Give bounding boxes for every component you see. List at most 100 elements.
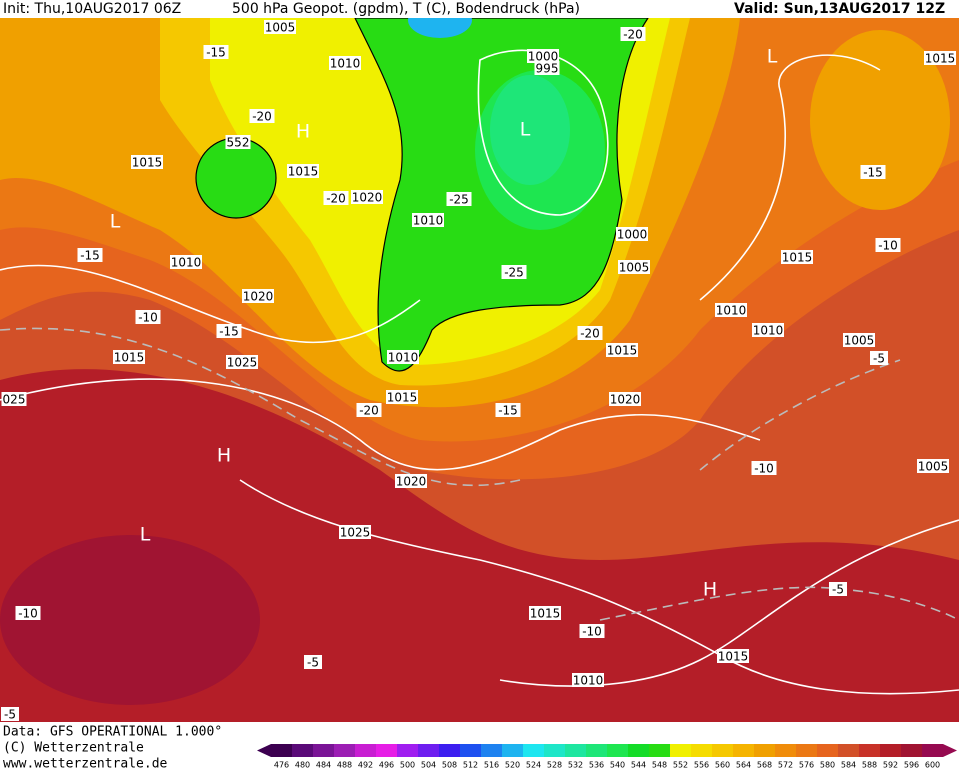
colorbar-label: 560: [715, 761, 730, 770]
label-box: [15, 606, 41, 620]
colorbar-label: 484: [316, 761, 331, 770]
colorbar-label: 536: [589, 761, 604, 770]
contour-label: 025: [3, 393, 26, 407]
colorbar-label: 524: [526, 761, 541, 770]
contour-label: -5: [307, 656, 319, 670]
contour-label: 1015: [114, 351, 145, 365]
label-box: [618, 260, 650, 274]
contour-label: 1010: [413, 214, 444, 228]
contour-label: 1015: [132, 156, 163, 170]
colorbar-cell: [817, 744, 838, 757]
contour-label: -10: [878, 239, 898, 253]
label-box: [387, 350, 419, 364]
contour-label: 1020: [352, 191, 383, 205]
contour-label: -5: [832, 583, 844, 597]
label-box: [577, 326, 603, 340]
colorbar-label: 528: [547, 761, 562, 770]
isobar: [499, 519, 959, 687]
colorbar-cell: [271, 744, 292, 757]
contour-label: -10: [754, 462, 774, 476]
colorbar-cell: [859, 744, 880, 757]
label-box: [534, 61, 560, 75]
contour-label: 1020: [610, 393, 641, 407]
colorbar-cell: [355, 744, 376, 757]
contour-label: -15: [219, 325, 239, 339]
label-box: [170, 255, 202, 269]
colorbar-label: 512: [463, 761, 478, 770]
field-ne-light: [810, 30, 950, 210]
colorbar-label: 532: [568, 761, 583, 770]
contour-label: -20: [580, 327, 600, 341]
contour-label: 1005: [844, 334, 875, 348]
colorbar-label: 496: [379, 761, 394, 770]
label-box: [495, 403, 521, 417]
label-box: [264, 20, 296, 34]
colorbar-label: 480: [295, 761, 310, 770]
label-box: [924, 51, 956, 65]
contour-label: -10: [138, 311, 158, 325]
contour-label: -5: [873, 352, 885, 366]
pressure-center: H: [217, 445, 231, 467]
contour-label: -15: [498, 404, 518, 418]
colorbar-cell: [460, 744, 481, 757]
contour-label: -20: [623, 28, 643, 42]
label-box: [386, 390, 418, 404]
contour-label: 1015: [607, 344, 638, 358]
isotherm: [0, 327, 521, 487]
contour-label: 1005: [619, 261, 650, 275]
label-box: [616, 227, 648, 241]
contour-label: 995: [536, 62, 559, 76]
colorbar-cell: [901, 744, 922, 757]
contour-label: 1005: [918, 460, 949, 474]
colorbar-label: 492: [358, 761, 373, 770]
label-box: [287, 164, 319, 178]
contour-label: 1015: [530, 607, 561, 621]
label-box: [620, 27, 646, 41]
label-box: [606, 343, 638, 357]
copyright: (C) Wetterzentrale: [3, 741, 144, 756]
label-box: [781, 250, 813, 264]
contour-label: 1020: [243, 290, 274, 304]
contour-label: 1025: [340, 526, 371, 540]
colorbar-label: 596: [904, 761, 919, 770]
label-box: [501, 265, 527, 279]
init-time: Init: Thu,10AUG2017 06Z: [3, 1, 181, 17]
colorbar-label: 540: [610, 761, 625, 770]
contour-label: 1010: [330, 57, 361, 71]
contour-label: 1010: [573, 674, 604, 688]
colorbar-cell: [712, 744, 733, 757]
colorbar-label: 572: [778, 761, 793, 770]
label-box: [527, 49, 559, 63]
contour-label: 1000: [528, 50, 559, 64]
contour-label: -10: [18, 607, 38, 621]
isobar: [0, 264, 421, 344]
colorbar-cell: [502, 744, 523, 757]
label-box: [339, 525, 371, 539]
contour-label: 1015: [387, 391, 418, 405]
data-source: Data: GFS OPERATIONAL 1.000°: [3, 725, 222, 740]
contour-label: -10: [582, 625, 602, 639]
pressure-center: L: [140, 524, 151, 546]
contour-label: -25: [504, 266, 524, 280]
label-box: [843, 333, 875, 347]
label-box: [304, 655, 322, 669]
colorbar-label: 476: [274, 761, 289, 770]
label-box: [203, 45, 229, 59]
pressure-center: L: [767, 46, 778, 68]
label-box: [829, 582, 847, 596]
contour-label: -20: [326, 192, 346, 206]
colorbar-cell: [313, 744, 334, 757]
colorbar-cell: [481, 744, 502, 757]
label-box: [329, 56, 361, 70]
contour-label: 1010: [388, 351, 419, 365]
label-box: [216, 324, 242, 338]
label-box: [1, 707, 19, 721]
colorbar-label: 588: [862, 761, 877, 770]
pressure-center: L: [520, 119, 531, 141]
colorbar-end: [257, 744, 271, 757]
label-box: [529, 606, 561, 620]
label-box: [77, 248, 103, 262]
colorbar-end: [943, 744, 957, 757]
label-box: [860, 165, 886, 179]
